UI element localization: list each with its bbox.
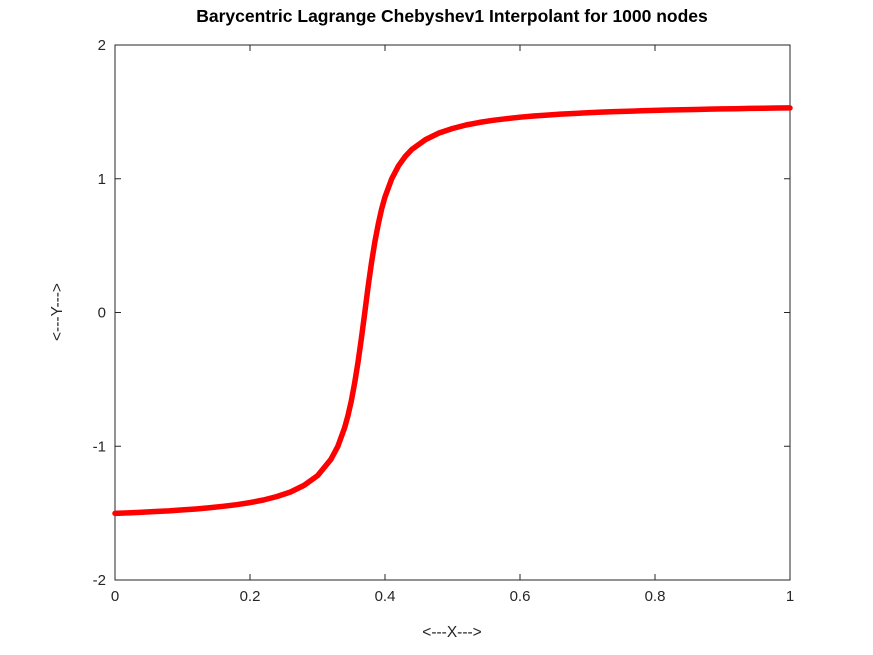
y-tick-label: -1 [93, 438, 106, 455]
y-axis-ticks: -2 -1 0 1 2 [93, 37, 790, 589]
data-series-group [112, 105, 793, 517]
chart-title: Barycentric Lagrange Chebyshev1 Interpol… [196, 6, 708, 26]
x-tick-label: 0.4 [375, 588, 396, 605]
y-tick-label: 2 [98, 37, 106, 54]
plot-area [115, 45, 790, 580]
x-tick-label: 0.2 [240, 588, 261, 605]
y-axis-label: <---Y---> [49, 283, 66, 341]
y-tick-label: 1 [98, 171, 106, 188]
x-tick-label: 0 [111, 588, 119, 605]
x-tick-label: 1 [786, 588, 794, 605]
data-series-line [112, 105, 793, 517]
y-tick-label: 0 [98, 305, 106, 322]
y-tick-label: -2 [93, 572, 106, 589]
x-axis-label: <---X---> [422, 624, 481, 641]
x-tick-label: 0.8 [645, 588, 666, 605]
x-axis-ticks: 0 0.2 0.4 0.6 0.8 1 [111, 45, 794, 605]
x-tick-label: 0.6 [510, 588, 531, 605]
